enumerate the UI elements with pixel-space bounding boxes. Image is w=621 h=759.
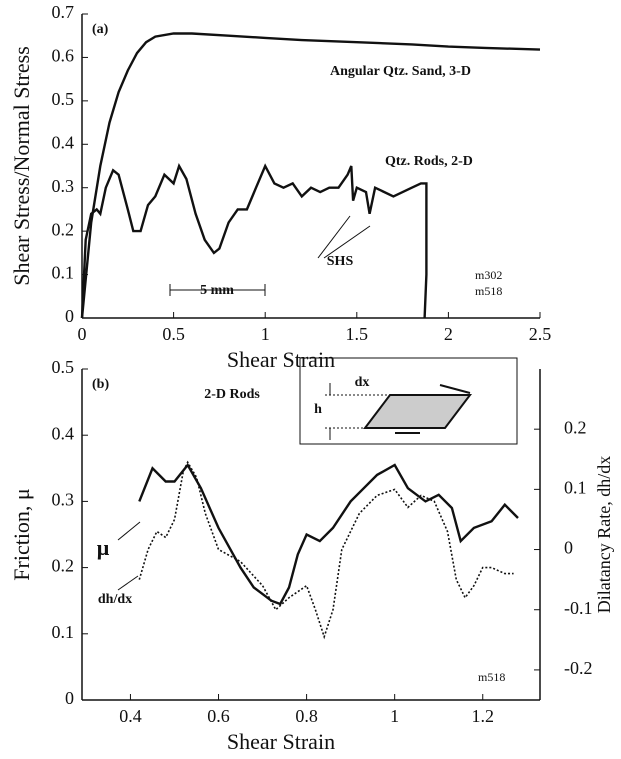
x-tick-label: 2: [444, 324, 453, 344]
layout-shapes: [117, 215, 518, 591]
sheared-layer: [362, 394, 473, 429]
y-axis-label: Shear Stress/Normal Stress: [9, 46, 34, 286]
y2-tick-label: -0.1: [564, 598, 593, 618]
y2-axis-label: Dilatancy Rate, dh/dx: [594, 456, 614, 613]
x-tick-label: 1.5: [346, 324, 369, 344]
annotation: h: [314, 402, 322, 417]
y-tick-label: 0.5: [52, 357, 75, 377]
x-tick-label: 0.5: [162, 324, 185, 344]
arrow: [117, 521, 141, 541]
y2-tick-label: 0.2: [564, 417, 587, 437]
x-tick-label: 1: [261, 324, 270, 344]
y-tick-label: 0: [65, 688, 74, 708]
x-axis-label: Shear Strain: [227, 347, 335, 372]
arrow: [323, 225, 371, 259]
y2-tick-label: -0.2: [564, 658, 593, 678]
arrow: [317, 215, 351, 259]
data-line: [138, 462, 519, 606]
annotation: (b): [92, 377, 109, 392]
x-tick-label: 0.6: [207, 706, 230, 726]
y-tick-label: 0.2: [52, 556, 75, 576]
y-tick-label: 0.3: [52, 490, 75, 510]
y-tick-label: 0: [65, 306, 74, 326]
x-tick-label: 2.5: [529, 324, 552, 344]
x-tick-label: 0.4: [119, 706, 142, 726]
series-label: dh/dx: [98, 592, 132, 607]
series-label: Qtz. Rods, 2-D: [385, 154, 473, 169]
x-axis-label: Shear Strain: [227, 729, 335, 754]
y-tick-label: 0.1: [52, 622, 75, 642]
x-tick-label: 0: [78, 324, 87, 344]
arrow: [439, 384, 471, 394]
y-axis-label: Friction, μ: [9, 488, 34, 580]
y2-tick-label: 0: [564, 538, 573, 558]
y-tick-label: 0.6: [52, 46, 75, 66]
y-tick-label: 0.3: [52, 176, 75, 196]
x-tick-label: 1.2: [472, 706, 495, 726]
series-label: Angular Qtz. Sand, 3-D: [330, 64, 471, 79]
annotation: (a): [92, 22, 109, 37]
y-tick-label: 0.2: [52, 219, 75, 239]
annotation: m518: [475, 284, 502, 298]
annotation: m302: [475, 268, 502, 282]
x-tick-label: 1: [390, 706, 399, 726]
annotation: dx: [355, 375, 370, 390]
y-tick-label: 0.1: [52, 263, 75, 283]
y-tick-label: 0.4: [52, 423, 75, 443]
y-tick-label: 0.4: [52, 132, 75, 152]
annotation: 2-D Rods: [204, 387, 260, 402]
data-line: [138, 460, 514, 640]
annotation: SHS: [327, 254, 354, 269]
data-line: [80, 162, 428, 319]
series-label: μ: [97, 535, 110, 560]
data-line: [80, 32, 541, 319]
y2-tick-label: 0.1: [564, 477, 587, 497]
annotation: m518: [478, 670, 505, 684]
arrow: [117, 575, 139, 591]
annotation: 5 mm: [200, 283, 234, 298]
y-tick-label: 0.7: [52, 2, 75, 22]
y-tick-label: 0.5: [52, 89, 75, 109]
x-tick-label: 0.8: [295, 706, 318, 726]
